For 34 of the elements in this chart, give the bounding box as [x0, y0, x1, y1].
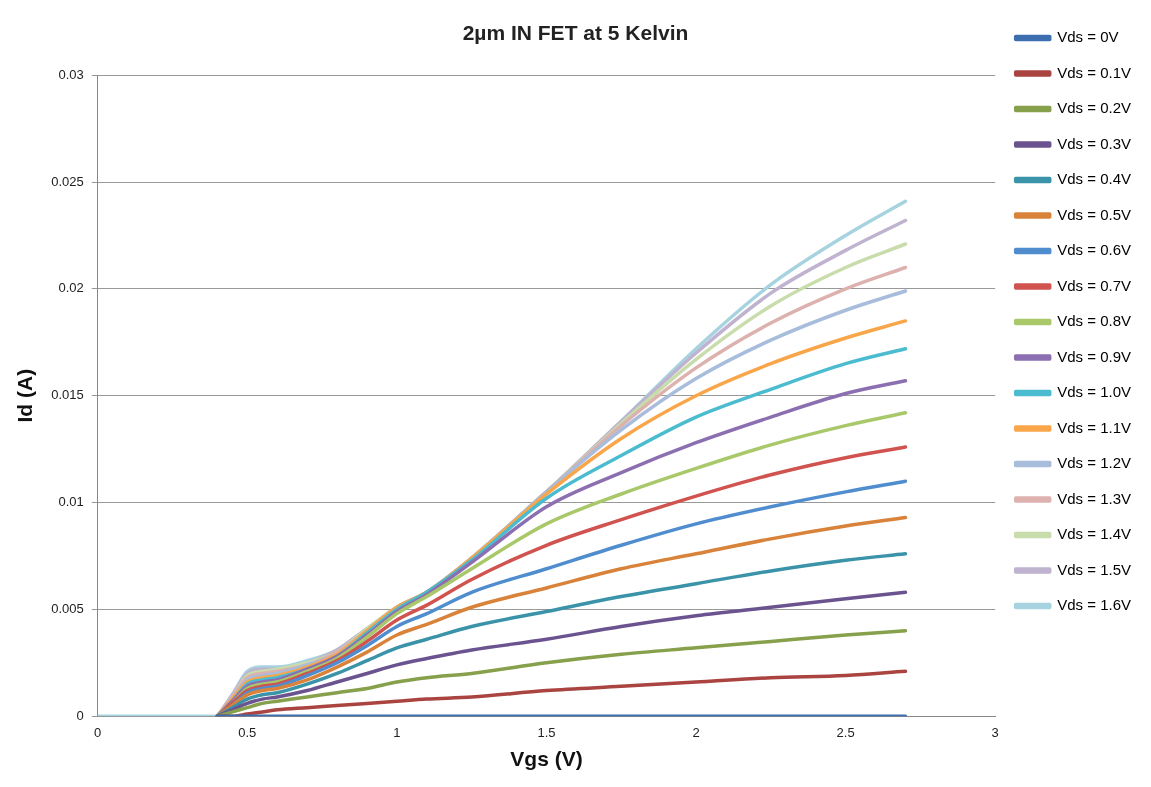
- x-tick-label: 2: [692, 724, 700, 740]
- y-tick-label: 0.015: [51, 387, 84, 403]
- legend-label: Vds = 1.6V: [1057, 596, 1132, 614]
- x-tick-label: 0: [94, 724, 102, 740]
- legend-label: Vds = 0.6V: [1057, 241, 1132, 259]
- x-tick-label: 3: [991, 724, 999, 740]
- legend-label: Vds = 0V: [1057, 28, 1119, 46]
- y-tick-label: 0.025: [51, 173, 84, 189]
- x-tick-label: 2.5: [836, 724, 855, 740]
- legend-label: Vds = 0.4V: [1057, 170, 1132, 188]
- legend-label: Vds = 1.2V: [1057, 454, 1132, 472]
- x-tick-label: 0.5: [238, 724, 257, 740]
- legend-label: Vds = 0.5V: [1057, 205, 1132, 223]
- y-tick-label: 0.03: [58, 66, 84, 82]
- x-axis-title: Vgs (V): [510, 747, 583, 771]
- legend-label: Vds = 0.9V: [1057, 347, 1132, 365]
- x-tick-label: 1.5: [537, 724, 556, 740]
- x-tick-label: 1: [393, 724, 401, 740]
- y-axis-title: Id (A): [13, 368, 37, 423]
- legend-label: Vds = 1.4V: [1057, 525, 1132, 543]
- legend-label: Vds = 1.5V: [1057, 560, 1132, 578]
- legend-label: Vds = 0.1V: [1057, 63, 1132, 81]
- legend-label: Vds = 1.0V: [1057, 383, 1132, 401]
- legend-label: Vds = 1.3V: [1057, 489, 1132, 507]
- y-tick-label: 0.02: [58, 280, 84, 296]
- legend-label: Vds = 0.3V: [1057, 134, 1132, 152]
- chart-title: 2µm IN FET at 5 Kelvin: [462, 21, 689, 45]
- legend-label: Vds = 1.1V: [1057, 418, 1132, 436]
- legend-label: Vds = 0.8V: [1057, 312, 1132, 330]
- y-tick-label: 0: [76, 707, 84, 723]
- legend-label: Vds = 0.7V: [1057, 276, 1132, 294]
- y-tick-label: 0.01: [58, 494, 84, 510]
- legend-label: Vds = 0.2V: [1057, 99, 1132, 117]
- y-tick-label: 0.005: [51, 600, 84, 616]
